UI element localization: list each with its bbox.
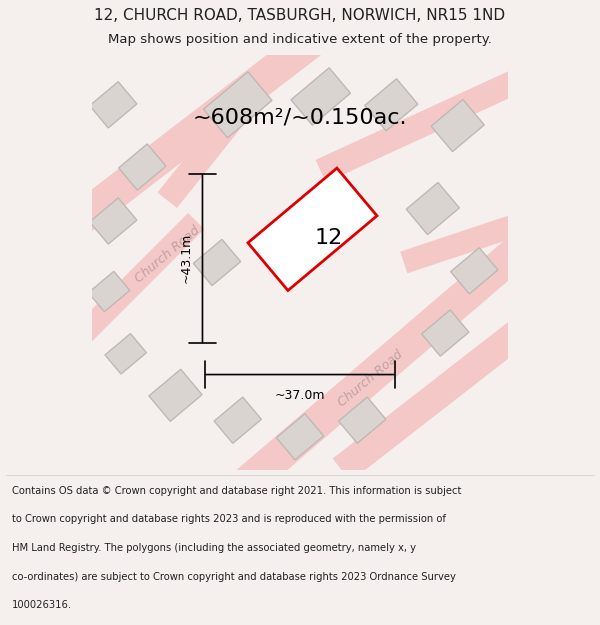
Polygon shape — [157, 26, 310, 208]
Text: Church Road: Church Road — [133, 224, 202, 285]
Polygon shape — [422, 310, 469, 356]
Polygon shape — [400, 210, 532, 273]
Polygon shape — [119, 144, 166, 190]
Polygon shape — [88, 271, 130, 312]
Polygon shape — [332, 313, 537, 481]
Text: to Crown copyright and database rights 2023 and is reproduced with the permissio: to Crown copyright and database rights 2… — [12, 514, 446, 524]
Polygon shape — [64, 213, 205, 354]
Text: Church Road: Church Road — [335, 348, 406, 409]
Polygon shape — [89, 82, 137, 128]
Polygon shape — [227, 229, 539, 503]
Text: 12: 12 — [315, 228, 343, 248]
Polygon shape — [214, 397, 262, 443]
Polygon shape — [365, 79, 418, 131]
Polygon shape — [41, 21, 331, 255]
Polygon shape — [316, 64, 533, 182]
Polygon shape — [431, 99, 484, 152]
Text: co-ordinates) are subject to Crown copyright and database rights 2023 Ordnance S: co-ordinates) are subject to Crown copyr… — [12, 571, 456, 581]
Text: 12, CHURCH ROAD, TASBURGH, NORWICH, NR15 1ND: 12, CHURCH ROAD, TASBURGH, NORWICH, NR15… — [94, 8, 506, 23]
Text: ~43.1m: ~43.1m — [179, 233, 193, 284]
Text: Contains OS data © Crown copyright and database right 2021. This information is : Contains OS data © Crown copyright and d… — [12, 486, 461, 496]
Text: HM Land Registry. The polygons (including the associated geometry, namely x, y: HM Land Registry. The polygons (includin… — [12, 543, 416, 553]
Polygon shape — [406, 182, 460, 234]
Polygon shape — [338, 397, 386, 443]
Polygon shape — [451, 248, 498, 294]
Polygon shape — [291, 68, 350, 125]
Polygon shape — [203, 72, 272, 138]
Polygon shape — [105, 334, 146, 374]
Polygon shape — [193, 239, 241, 286]
Polygon shape — [277, 414, 323, 460]
Text: ~608m²/~0.150ac.: ~608m²/~0.150ac. — [193, 107, 407, 127]
Polygon shape — [89, 198, 137, 244]
Polygon shape — [248, 168, 377, 291]
Text: 100026316.: 100026316. — [12, 600, 72, 610]
Polygon shape — [149, 369, 202, 421]
Text: Map shows position and indicative extent of the property.: Map shows position and indicative extent… — [108, 33, 492, 46]
Text: ~37.0m: ~37.0m — [275, 389, 325, 402]
